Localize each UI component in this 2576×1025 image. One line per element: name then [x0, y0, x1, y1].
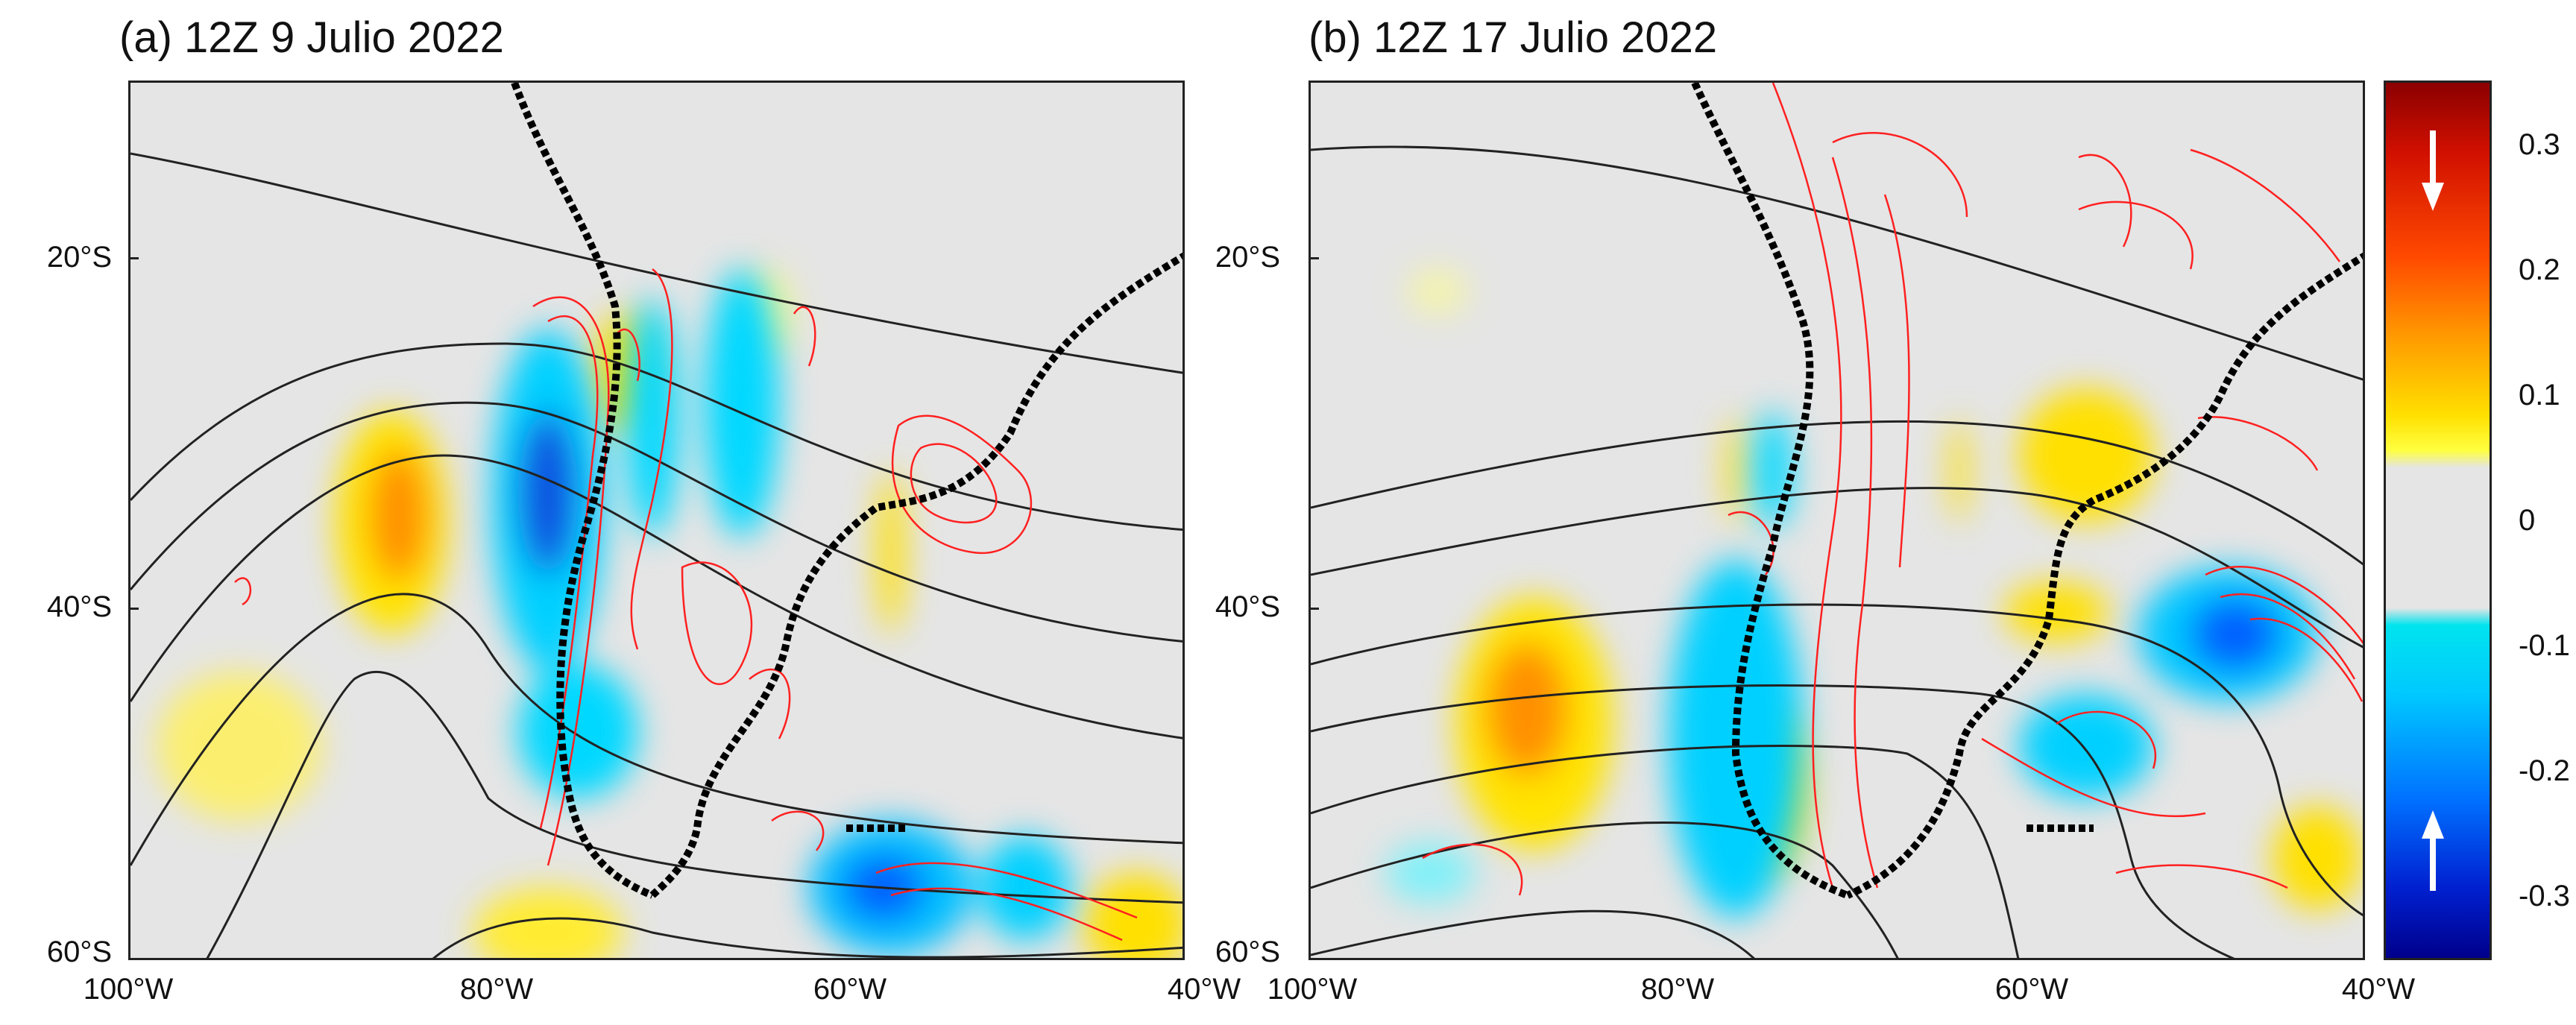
colorbar-label-neg0.3: -0.3 [2519, 880, 2570, 912]
lon-label-40w-b: 40°W [2341, 973, 2416, 1006]
map-panel-a [128, 81, 1185, 960]
colorbar-label-0.1: 0.1 [2519, 379, 2560, 411]
lon-label-40w-a: 40°W [1167, 973, 1241, 1006]
panel-a-title: (a) 12Z 9 Julio 2022 [119, 13, 504, 62]
negative-anomalies-a [492, 269, 1070, 955]
tick-b-20s [1309, 257, 1319, 259]
map-b-canvas [1311, 83, 2363, 958]
panel-b-title: (b) 12Z 17 Julio 2022 [1309, 13, 1718, 62]
lat-label-40s-a: 40°S [46, 590, 112, 623]
geopotential-contours-b [1311, 145, 2363, 958]
lat-label-60s-a: 60°S [46, 936, 112, 968]
lon-label-60w-a: 60°W [813, 973, 887, 1006]
lon-label-80w-b: 80°W [1640, 973, 1715, 1006]
geopotential-contours-a [130, 152, 1182, 958]
tick-a-40s [128, 608, 139, 610]
tick-a-20s [128, 257, 139, 259]
vorticity-contours-b [1422, 83, 2363, 896]
lon-label-100w-b: 100°W [1267, 973, 1358, 1006]
coastline-a [511, 83, 1182, 899]
map-panel-b [1309, 81, 2365, 960]
lat-label-20s-a: 20°S [46, 241, 112, 274]
lat-label-60s-b: 60°S [1215, 936, 1280, 968]
colorbar-label-0.3: 0.3 [2519, 128, 2560, 161]
lat-label-40s-b: 40°S [1215, 590, 1280, 623]
map-a-canvas [130, 83, 1182, 958]
colorbar [2384, 81, 2492, 960]
colorbar-label-0: 0 [2519, 504, 2536, 537]
lon-label-60w-b: 60°W [1994, 973, 2069, 1006]
colorbar-label-0.2: 0.2 [2519, 253, 2560, 286]
arrow-up-icon [2422, 810, 2444, 891]
lon-label-100w-a: 100°W [83, 973, 174, 1006]
tick-b-40s [1309, 608, 1319, 610]
colorbar-label-neg0.1: -0.1 [2519, 629, 2570, 662]
coastline-b [1691, 83, 2363, 899]
arrow-down-icon [2422, 130, 2444, 211]
lat-label-20s-b: 20°S [1215, 241, 1280, 274]
lon-label-80w-a: 80°W [459, 973, 534, 1006]
colorbar-label-neg0.2: -0.2 [2519, 754, 2570, 787]
